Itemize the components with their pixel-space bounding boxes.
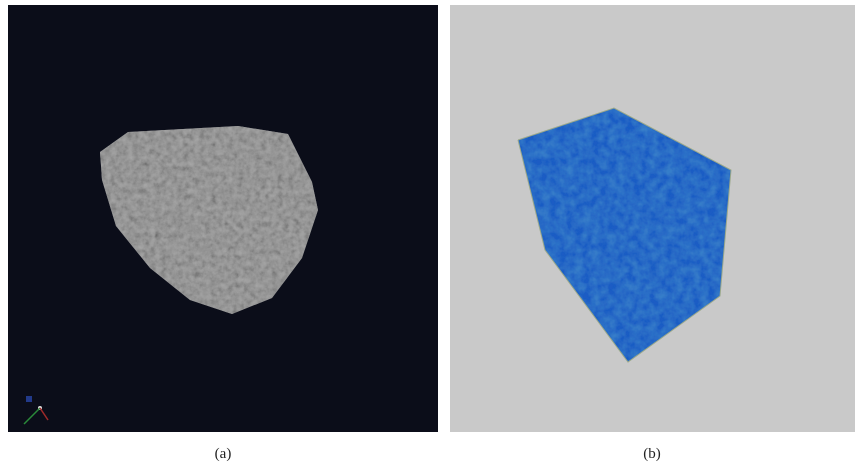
caption: (b)	[643, 446, 661, 462]
figure-svg: (a) (b)	[0, 0, 855, 470]
caption: (a)	[215, 446, 232, 462]
figure: (a) (b)	[0, 0, 855, 470]
